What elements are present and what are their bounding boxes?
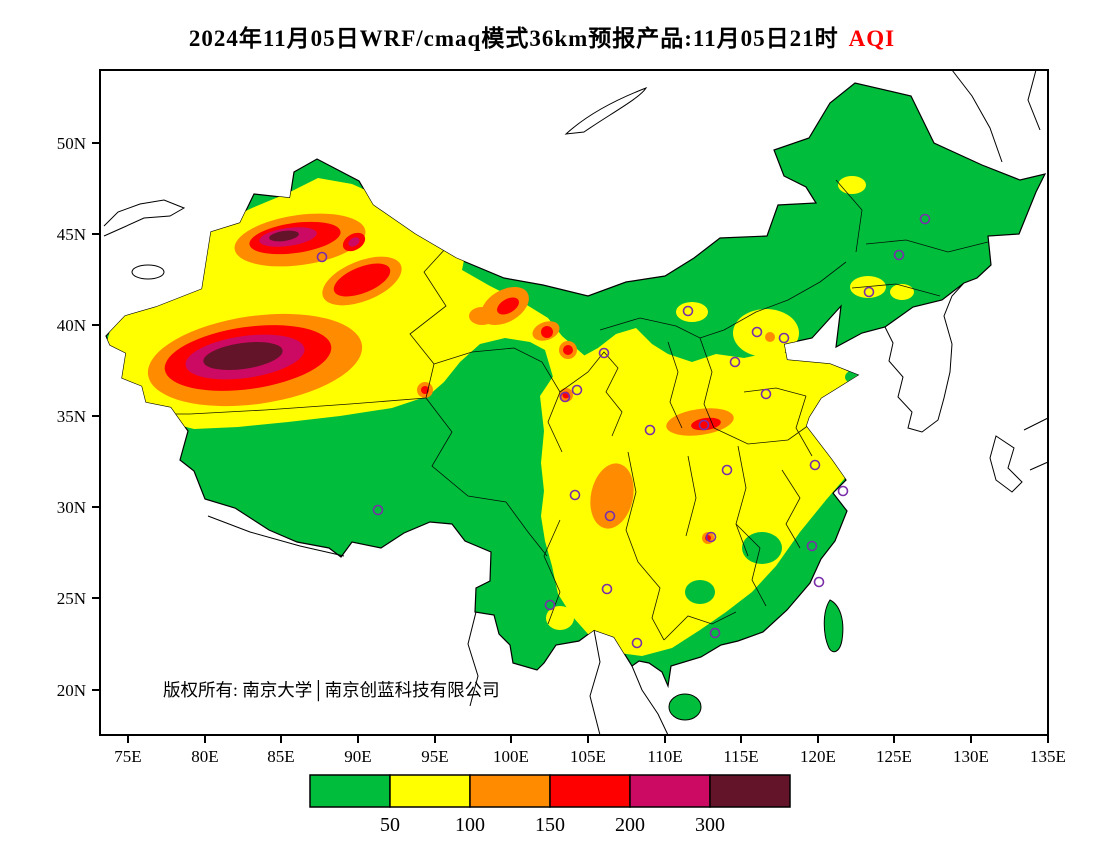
station-marker <box>751 326 763 338</box>
station-marker <box>893 249 905 261</box>
colorbar <box>309 774 791 808</box>
lat-tick-label: 45N <box>57 225 86 244</box>
station-marker <box>559 391 571 403</box>
lon-tick-label: 135E <box>1030 747 1066 766</box>
colorbar-swatch <box>469 774 551 808</box>
lon-axis-labels: 75E 80E 85E 90E 95E 100E 105E 110E 115E … <box>114 747 1066 766</box>
lon-tick-label: 85E <box>267 747 294 766</box>
lon-tick-label: 110E <box>647 747 682 766</box>
station-marker <box>809 459 821 471</box>
contour-maroon-layer <box>203 230 299 371</box>
okhotsk-coast <box>951 69 1041 163</box>
lake-issyk-kul <box>131 264 165 280</box>
station-marker <box>760 388 772 400</box>
lon-tick-label: 115E <box>723 747 758 766</box>
station-marker <box>571 384 583 396</box>
colorbar-label: 200 <box>615 814 645 836</box>
colorbar-label: 150 <box>535 814 565 836</box>
station-marker <box>919 213 931 225</box>
station-marker <box>601 583 613 595</box>
station-marker <box>544 599 556 611</box>
hainan-island <box>668 693 702 721</box>
lat-tick-label: 20N <box>57 681 86 700</box>
pollutant-label: AQI <box>849 26 895 51</box>
lat-axis <box>92 142 100 691</box>
colorbar-label: 100 <box>455 814 485 836</box>
station-marker <box>705 531 717 543</box>
lon-axis <box>127 735 1049 743</box>
colorbar-swatch <box>549 774 631 808</box>
colorbar-label: 300 <box>695 814 725 836</box>
station-marker <box>806 540 818 552</box>
lon-tick-label: 80E <box>191 747 218 766</box>
province-borders <box>148 179 989 641</box>
station-marker <box>604 510 616 522</box>
myanmar-border <box>467 611 479 707</box>
colorbar-swatch <box>629 774 711 808</box>
colorbar-labels: 50 100 150 200 300 <box>380 814 725 836</box>
lon-tick-label: 125E <box>876 747 912 766</box>
neighbor-coastlines <box>103 69 1049 736</box>
lon-tick-label: 90E <box>344 747 371 766</box>
lon-tick-label: 120E <box>800 747 836 766</box>
colorbar-swatch <box>709 774 791 808</box>
station-marker <box>569 489 581 501</box>
station-marker <box>721 464 733 476</box>
station-marker <box>709 627 721 639</box>
station-marker <box>682 305 694 317</box>
station-marker <box>729 356 741 368</box>
colorbar-label: 50 <box>380 814 400 836</box>
korea-coast <box>884 283 964 433</box>
lon-tick-label: 105E <box>570 747 606 766</box>
station-marker <box>863 286 875 298</box>
lon-tick-label: 100E <box>493 747 529 766</box>
lat-tick-label: 40N <box>57 316 86 335</box>
station-marker <box>778 332 790 344</box>
japan-coast <box>989 417 1049 493</box>
lon-tick-label: 130E <box>953 747 989 766</box>
lat-tick-label: 35N <box>57 407 86 426</box>
lat-tick-label: 50N <box>57 134 86 153</box>
lat-tick-label: 25N <box>57 589 86 608</box>
colorbar-swatch <box>309 774 391 808</box>
taiwan-island <box>823 599 844 653</box>
lat-axis-labels: 50N 45N 40N 35N 30N 25N 20N <box>57 134 86 700</box>
station-marker <box>598 347 610 359</box>
vietnam-coast <box>589 629 669 736</box>
station-markers <box>316 213 931 649</box>
islands <box>668 599 844 721</box>
nepal-border <box>207 515 345 557</box>
title-main-text: 2024年11月05日WRF/cmaq模式36km预报产品:11月05日21时 <box>189 25 839 51</box>
station-marker <box>644 424 656 436</box>
lat-tick-label: 30N <box>57 498 86 517</box>
lon-tick-label: 75E <box>114 747 141 766</box>
station-marker <box>813 576 825 588</box>
station-marker <box>698 419 710 431</box>
lake-balkhash <box>103 199 186 237</box>
station-marker <box>372 504 384 516</box>
station-marker <box>316 251 328 263</box>
lake-baikal <box>564 87 648 135</box>
copyright-text: 版权所有: 南京大学│南京创蓝科技有限公司 <box>163 680 500 702</box>
lon-tick-label: 95E <box>421 747 448 766</box>
colorbar-swatch <box>389 774 471 808</box>
figure-title: 2024年11月05日WRF/cmaq模式36km预报产品:11月05日21时 A… <box>189 25 895 51</box>
station-marker <box>837 485 849 497</box>
station-marker <box>631 637 643 649</box>
